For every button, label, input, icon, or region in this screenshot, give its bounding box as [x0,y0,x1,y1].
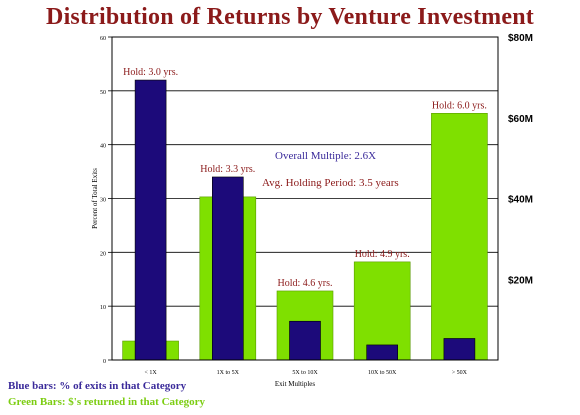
y2-tick-label-1: $40M [508,195,533,206]
y-tick-label-6: 60 [100,36,106,42]
green-bar-3 [353,261,411,361]
y-tick-label-3: 30 [100,198,106,204]
x-tick-label-2: 5X to 10X [292,370,318,376]
y-tick-label-5: 50 [100,90,106,96]
green-bar-4 [431,113,488,361]
x-tick-label-0: < 1X [144,370,157,376]
plot-frame [111,36,499,361]
hold-label-1: Hold: 3.3 yrs. [200,164,255,175]
hold-label-2: Hold: 4.6 yrs. [278,278,333,289]
x-tick-label-1: 1X to 5X [217,370,240,376]
blue-bar-1 [212,176,244,361]
y2-tick-label-0: $20M [508,275,533,286]
y-tick-label-4: 40 [100,144,106,150]
hold-label-0: Hold: 3.0 yrs. [123,67,178,78]
y2-tick-label-2: $60M [508,114,533,125]
blue-bar-4 [443,338,476,361]
y2-tick-label-3: $80M [508,33,533,44]
chart-title: Distribution of Returns by Venture Inves… [46,4,534,30]
blue-bar-0 [134,79,167,361]
blue-bar-3 [366,344,399,361]
legend-blue-bars: Blue bars: % of exits in that Category [8,380,187,392]
annotation-overall-multiple: Overall Multiple: 2.6X [275,150,376,162]
hold-label-4: Hold: 6.0 yrs. [432,100,487,111]
hold-label-3: Hold: 4.9 yrs. [355,249,410,260]
x-axis-title: Exit Multiples [275,380,316,388]
annotation-avg-holding: Avg. Holding Period: 3.5 years [262,177,399,189]
legend-green-bars: Green Bars: $'s returned in that Categor… [8,396,205,408]
y-tick-label-0: 0 [103,359,106,365]
x-tick-label-4: > 50X [452,370,468,376]
y-tick-label-2: 20 [100,251,106,257]
blue-bar-2 [289,320,321,361]
y-tick-label-1: 10 [100,305,106,311]
y-axis-title: Percent of Total Exits [91,168,99,229]
x-tick-label-3: 10X to 50X [368,370,397,376]
